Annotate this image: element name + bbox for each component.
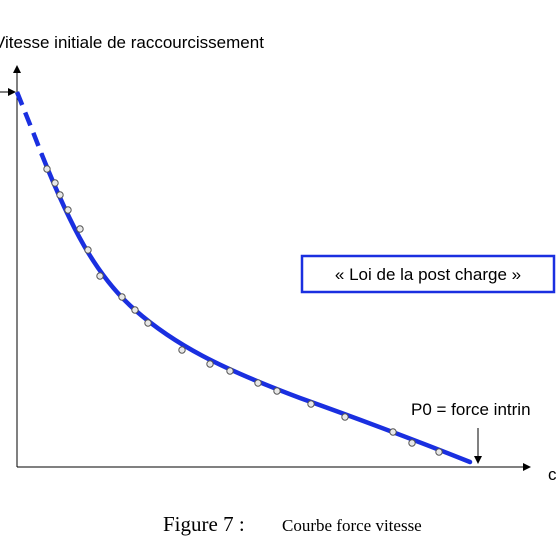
caption-label: Figure 7 : <box>163 512 245 536</box>
extrapolated-curve <box>14 91 45 156</box>
annotation-box <box>300 254 556 294</box>
annotation-text: « Loi de la post charge » <box>335 265 521 284</box>
caption-text: Courbe force vitesse <box>282 516 422 535</box>
p0-label: P0 = force intrin <box>411 400 531 419</box>
x-axis-label: c <box>548 465 557 484</box>
force-velocity-curve <box>39 152 473 465</box>
measured-points <box>43 165 443 456</box>
y-axis-label: Vitesse initiale de raccourcissement <box>0 33 264 52</box>
